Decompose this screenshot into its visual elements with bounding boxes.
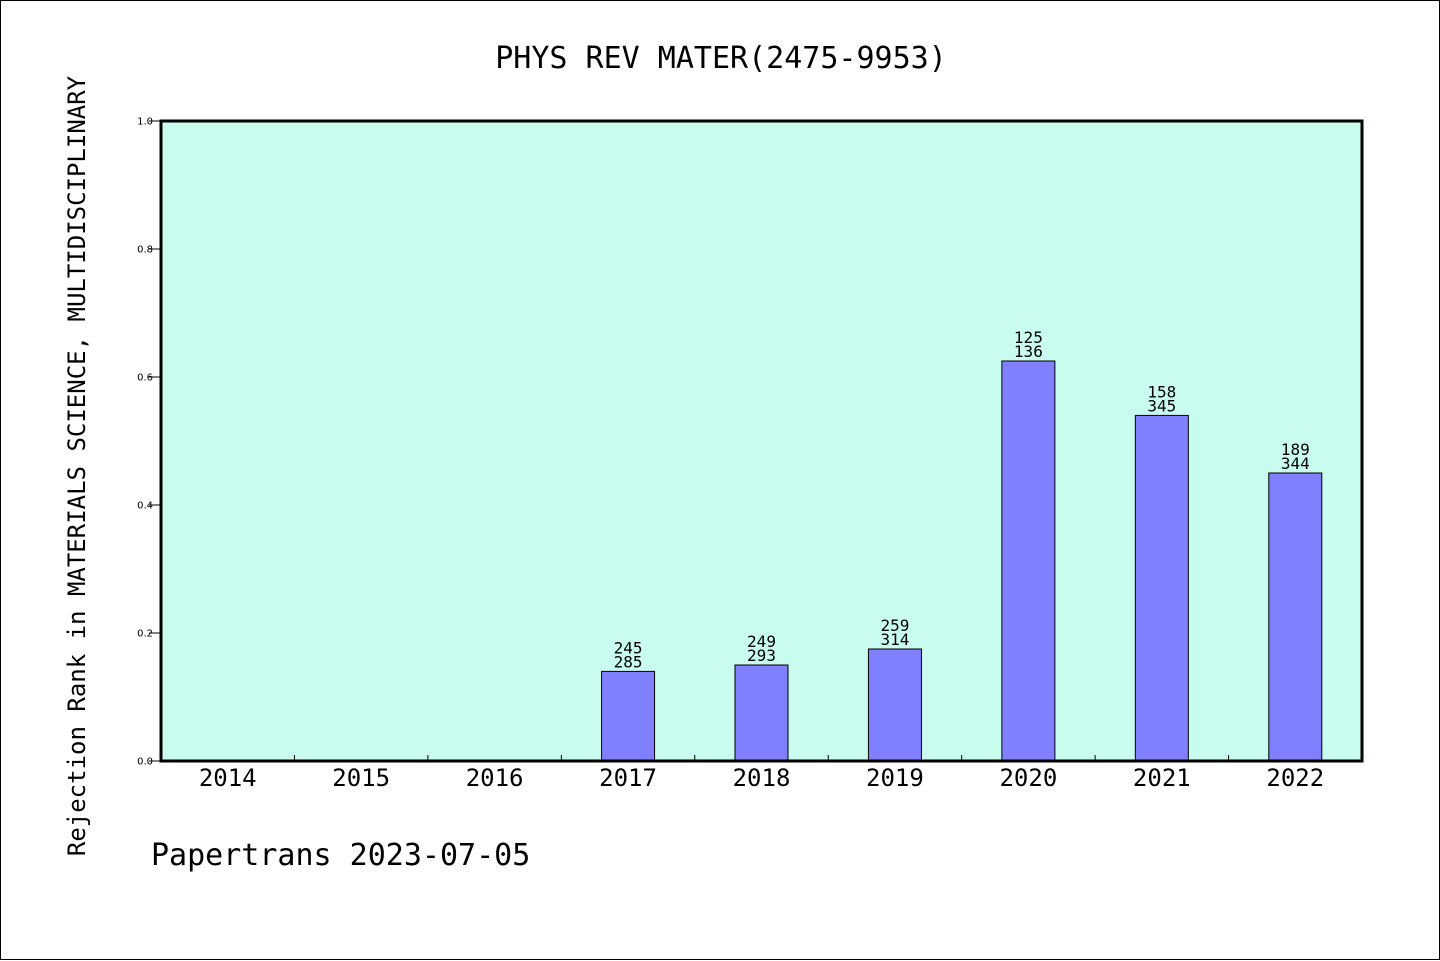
bar-label-upper: 259 <box>880 616 909 635</box>
y-tick-label: 0.8 <box>137 245 153 256</box>
x-tick-label: 2017 <box>599 764 657 792</box>
bar-label-lower: 344 <box>1281 454 1310 473</box>
y-tick-label: 0.4 <box>137 501 153 512</box>
bar-label-upper: 158 <box>1147 382 1176 401</box>
bar-label-lower: 345 <box>1147 396 1176 415</box>
bar-label-upper: 125 <box>1014 328 1043 347</box>
x-tick-label: 2022 <box>1266 764 1324 792</box>
x-tick-label: 2014 <box>199 764 257 792</box>
x-tick-label: 2021 <box>1133 764 1191 792</box>
bar-2019 <box>867 648 922 762</box>
plot-border <box>159 119 1364 763</box>
plot-area: 0.0 0.2 0.4 0.6 0.8 1.0 2014 2015 2016 2017 245285… <box>137 117 1364 792</box>
x-tick-label: 2015 <box>332 764 390 792</box>
bar-label-lower: 136 <box>1014 342 1043 361</box>
bar-2017 <box>601 670 656 762</box>
bar-2018 <box>734 664 789 762</box>
y-tick-label: 1.0 <box>137 117 153 128</box>
bar-label-lower: 285 <box>614 652 643 671</box>
bar-2020 <box>1001 360 1056 762</box>
bar-2021 <box>1134 414 1189 762</box>
y-tick-label: 0.0 <box>137 757 153 768</box>
bar-label-lower: 314 <box>880 630 909 649</box>
footer-credit: Papertrans 2023-07-05 <box>151 838 530 873</box>
bar-label-upper: 245 <box>614 638 643 657</box>
y-axis-label: Rejection Rank in MATERIALS SCIENCE, MUL… <box>63 75 91 856</box>
bar-label-lower: 293 <box>747 646 776 665</box>
bar-label-upper: 189 <box>1281 440 1310 459</box>
x-tick-label: 2016 <box>466 764 524 792</box>
x-tick-label: 2020 <box>999 764 1057 792</box>
bar-2022 <box>1268 472 1323 762</box>
chart-title: PHYS REV MATER(2475-9953) <box>495 41 947 76</box>
x-tick-label: 2018 <box>733 764 791 792</box>
y-tick-label: 0.6 <box>137 373 153 384</box>
bar-label-upper: 249 <box>747 632 776 651</box>
x-tick-label: 2019 <box>866 764 924 792</box>
y-tick-label: 0.2 <box>137 629 153 640</box>
